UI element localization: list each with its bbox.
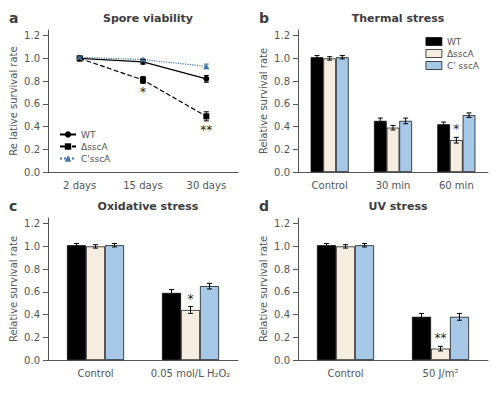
svg-text:0.05 mol/L H₂O₂: 0.05 mol/L H₂O₂ — [151, 368, 231, 379]
svg-text:0.4: 0.4 — [274, 121, 290, 132]
svg-text:a: a — [9, 10, 18, 26]
svg-text:**: ** — [435, 331, 447, 345]
svg-text:ΔsscA: ΔsscA — [447, 49, 474, 59]
svg-text:WT: WT — [447, 37, 462, 47]
svg-text:Control: Control — [77, 368, 113, 379]
svg-text:0.6: 0.6 — [24, 98, 40, 109]
svg-text:0.0: 0.0 — [24, 355, 40, 366]
svg-text:15 days: 15 days — [123, 180, 163, 191]
svg-text:*: * — [453, 122, 459, 136]
svg-text:0.0: 0.0 — [274, 355, 290, 366]
svg-text:0.0: 0.0 — [24, 167, 40, 178]
svg-text:1.2: 1.2 — [24, 30, 40, 41]
svg-text:0.2: 0.2 — [24, 332, 40, 343]
svg-text:Spore viability: Spore viability — [103, 12, 193, 25]
svg-text:Relative survival rate: Relative survival rate — [258, 48, 269, 154]
svg-text:0.6: 0.6 — [274, 98, 290, 109]
svg-text:Relative survival rate: Relative survival rate — [258, 236, 269, 342]
svg-text:1.0: 1.0 — [24, 53, 40, 64]
svg-text:0.8: 0.8 — [24, 76, 40, 87]
svg-text:Thermal stress: Thermal stress — [352, 12, 445, 25]
svg-text:d: d — [259, 198, 269, 214]
svg-text:1.0: 1.0 — [274, 241, 290, 252]
svg-text:0.8: 0.8 — [274, 264, 290, 275]
svg-text:b: b — [259, 10, 269, 26]
svg-text:**: ** — [200, 123, 212, 137]
svg-text:*: * — [140, 85, 146, 99]
svg-text:0.4: 0.4 — [274, 309, 290, 320]
svg-text:1.0: 1.0 — [274, 53, 290, 64]
svg-text:C' sscA: C' sscA — [447, 61, 480, 71]
svg-text:30 min: 30 min — [376, 180, 411, 191]
svg-text:Re lative survival rate: Re lative survival rate — [8, 46, 19, 155]
svg-text:50 J/m²: 50 J/m² — [423, 368, 459, 379]
svg-text:0.2: 0.2 — [274, 332, 290, 343]
svg-text:0.6: 0.6 — [24, 286, 40, 297]
svg-text:ΔsscA: ΔsscA — [81, 142, 108, 152]
svg-text:UV stress: UV stress — [368, 200, 428, 213]
svg-text:c: c — [9, 198, 17, 214]
svg-text:0.0: 0.0 — [274, 167, 290, 178]
svg-text:30 days: 30 days — [187, 180, 227, 191]
svg-text:2 days: 2 days — [63, 180, 96, 191]
svg-text:0.6: 0.6 — [274, 286, 290, 297]
svg-text:Relative survival rate: Relative survival rate — [8, 236, 19, 342]
svg-text:Oxidative stress: Oxidative stress — [98, 200, 199, 213]
svg-text:Control: Control — [312, 180, 348, 191]
svg-text:Control: Control — [327, 368, 363, 379]
svg-text:C'sscA: C'sscA — [81, 154, 111, 164]
svg-text:0.2: 0.2 — [274, 144, 290, 155]
svg-text:WT: WT — [81, 130, 96, 140]
svg-text:1.2: 1.2 — [274, 30, 290, 41]
svg-text:1.2: 1.2 — [24, 218, 40, 229]
svg-text:1.0: 1.0 — [24, 241, 40, 252]
svg-text:0.8: 0.8 — [274, 76, 290, 87]
svg-text:1.2: 1.2 — [274, 218, 290, 229]
svg-text:0.8: 0.8 — [24, 264, 40, 275]
svg-text:60 min: 60 min — [439, 180, 474, 191]
svg-text:0.2: 0.2 — [24, 144, 40, 155]
svg-text:0.4: 0.4 — [24, 309, 40, 320]
svg-text:*: * — [188, 292, 194, 306]
svg-text:0.4: 0.4 — [24, 121, 40, 132]
